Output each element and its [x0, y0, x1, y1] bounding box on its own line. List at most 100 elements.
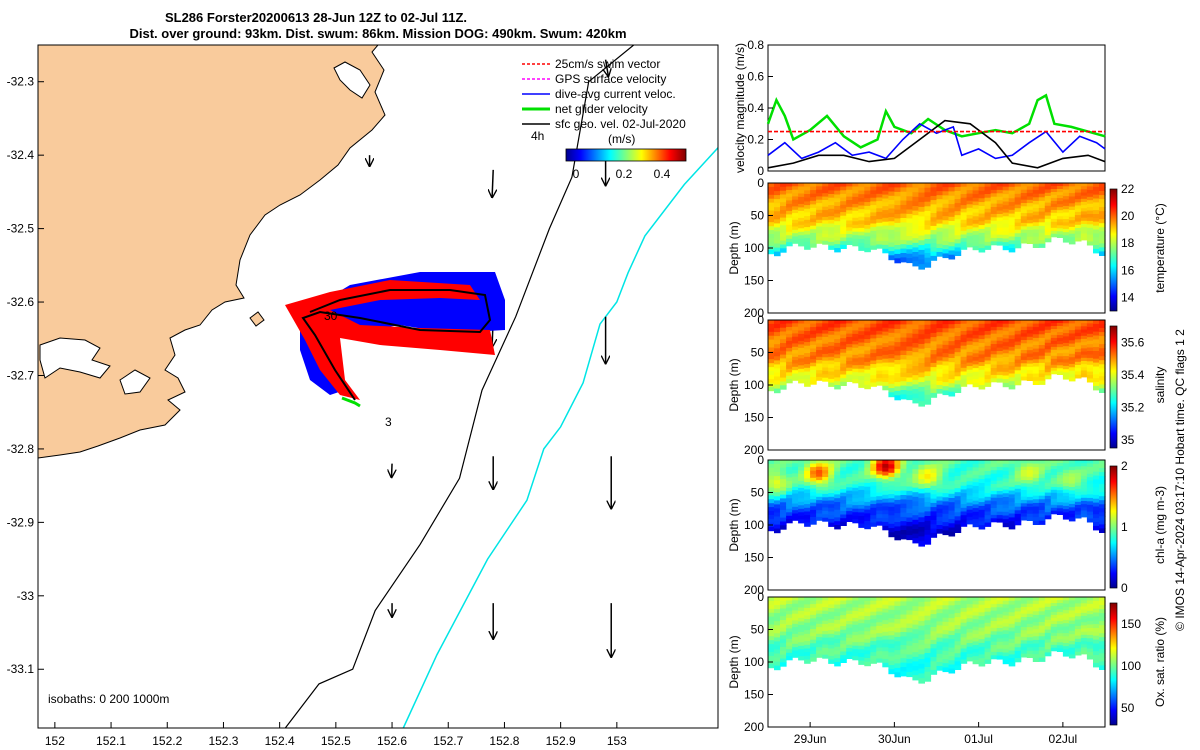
section-cell — [924, 225, 932, 231]
section-3-ylabel: Depth (m) — [727, 635, 741, 688]
section-cell — [990, 320, 998, 324]
section-cell — [882, 616, 889, 621]
section-cell — [1093, 248, 1100, 254]
section-cell — [1086, 241, 1094, 246]
section-cell — [972, 245, 980, 251]
section-cell — [846, 217, 853, 222]
section-cell — [906, 324, 913, 330]
section-cell — [978, 362, 986, 367]
section-cell — [858, 323, 865, 328]
section-cell — [1050, 614, 1058, 619]
section-cell — [768, 378, 775, 384]
section-cell — [822, 210, 829, 215]
section-cell — [786, 351, 793, 356]
section-cell — [798, 501, 805, 506]
section-cell — [1002, 234, 1010, 240]
section-cell — [816, 513, 823, 518]
section-cell — [954, 524, 962, 529]
section-cell — [1056, 371, 1064, 375]
section-cell — [894, 187, 901, 193]
section-cell — [996, 628, 1004, 632]
section-cell — [786, 512, 793, 517]
section-cell — [876, 190, 883, 195]
section-cell — [996, 634, 1004, 639]
section-cell — [990, 207, 998, 211]
section-cell — [846, 651, 853, 656]
section-cell — [852, 323, 859, 328]
section-cell — [1074, 511, 1082, 516]
section-cell — [1056, 624, 1064, 628]
section-cell — [912, 233, 919, 239]
section-cell — [816, 216, 823, 221]
section-cell — [1056, 484, 1064, 488]
section-cell — [816, 496, 823, 501]
section-cell — [816, 503, 823, 508]
section-cell — [1080, 224, 1088, 228]
section-cell — [930, 524, 938, 530]
section-cell — [996, 497, 1004, 502]
section-cell — [828, 496, 835, 502]
section-cell — [954, 368, 962, 373]
map-y-ticklabel-2: -32.5 — [7, 222, 35, 236]
section-cell — [1093, 483, 1100, 488]
section-cell — [810, 636, 817, 641]
section-cell — [1002, 197, 1010, 203]
section-cell — [810, 243, 817, 248]
section-cell — [804, 194, 811, 199]
section-cell — [984, 633, 992, 639]
section-cell — [1020, 493, 1028, 498]
section-cell — [870, 245, 877, 250]
section-cell — [882, 381, 889, 387]
section-cell — [792, 600, 799, 605]
section-cell — [900, 253, 907, 258]
section-cell — [768, 479, 775, 485]
section-cell — [918, 329, 925, 335]
section-cell — [1062, 512, 1070, 517]
section-cell — [900, 226, 907, 232]
section-cell — [990, 641, 998, 646]
section-cell — [1032, 323, 1040, 328]
section-cell — [858, 205, 865, 210]
section-cell — [918, 507, 925, 514]
section-cell — [972, 208, 980, 214]
section-cell — [1074, 597, 1082, 601]
section-cell — [816, 353, 823, 358]
section-cell — [1080, 460, 1088, 464]
section-cell — [1074, 495, 1082, 500]
section-cell — [960, 197, 968, 202]
section-cell — [900, 183, 907, 188]
section-cell — [834, 320, 841, 325]
section-cell — [1038, 323, 1046, 328]
section-cell — [816, 239, 823, 244]
section-cell — [1056, 216, 1064, 220]
section-cell — [924, 625, 932, 631]
section-cell — [816, 199, 823, 204]
section-cell — [810, 232, 817, 238]
section-cell — [804, 478, 811, 483]
section-cell — [1008, 373, 1016, 378]
section-cell — [948, 464, 956, 469]
section-cell — [1026, 340, 1034, 345]
section-cell — [768, 331, 775, 337]
section-cell — [816, 473, 823, 478]
section-cell — [858, 212, 865, 218]
section-cell — [828, 227, 835, 232]
section-cell — [1044, 372, 1052, 377]
section-cell — [930, 644, 938, 649]
section-cell — [954, 239, 962, 244]
section-cell — [888, 242, 895, 248]
section-cell — [1093, 639, 1100, 645]
section-cell — [858, 242, 865, 248]
section-cell — [996, 610, 1004, 615]
section-cell — [1044, 499, 1052, 503]
section-cell — [810, 200, 817, 205]
section-cell — [798, 203, 805, 208]
section-cell — [930, 627, 938, 632]
section-cell — [1044, 215, 1052, 220]
section-cell — [996, 645, 1004, 650]
section-cell — [1074, 183, 1082, 187]
section-cell — [930, 601, 938, 607]
section-cell — [774, 203, 781, 208]
section-cell — [1020, 376, 1028, 381]
section-cell — [990, 326, 998, 331]
